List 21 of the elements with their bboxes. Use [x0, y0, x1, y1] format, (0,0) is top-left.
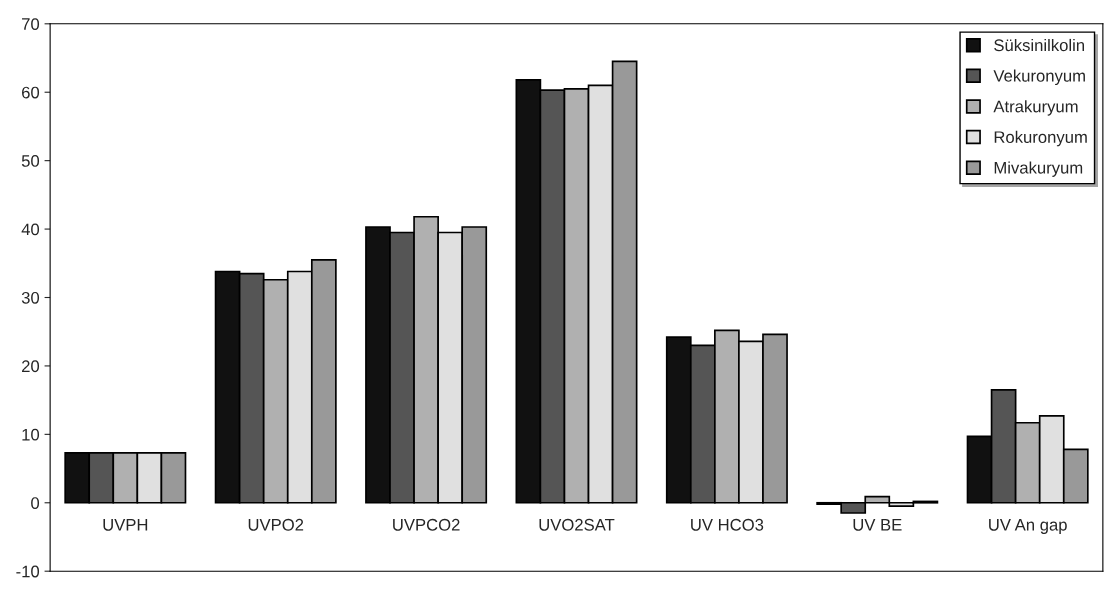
y-tick-label: 10 [22, 428, 40, 441]
y-tick-label: 40 [21, 223, 40, 236]
legend-label: Rokuronyum [994, 130, 1087, 147]
x-tick-label: UVPCO2 [393, 518, 460, 531]
y-tick-label: 0 [31, 497, 40, 509]
y-tick-label: -10 [16, 565, 40, 578]
legend-label: Atrakuryum [993, 100, 1078, 116]
x-tick-label: UVO2SAT [539, 518, 615, 531]
legend-label: Mivakuryum [994, 161, 1083, 177]
y-tick-label: 30 [21, 291, 40, 304]
x-tick-label: UV HCO3 [691, 518, 764, 531]
x-tick-label: UVPO2 [248, 518, 304, 531]
legend-label: Süksinilkolin [994, 38, 1085, 52]
y-tick-label: 70 [22, 18, 40, 30]
x-tick-label: UV An gap [989, 519, 1067, 534]
y-tick-label: 60 [22, 86, 40, 99]
x-tick-label: UVPH [103, 519, 148, 531]
x-tick-label: UV BE [853, 519, 902, 531]
y-tick-label: 50 [21, 155, 40, 167]
legend-label: Vekuronyum [993, 69, 1085, 86]
y-tick-label: 20 [22, 360, 40, 373]
